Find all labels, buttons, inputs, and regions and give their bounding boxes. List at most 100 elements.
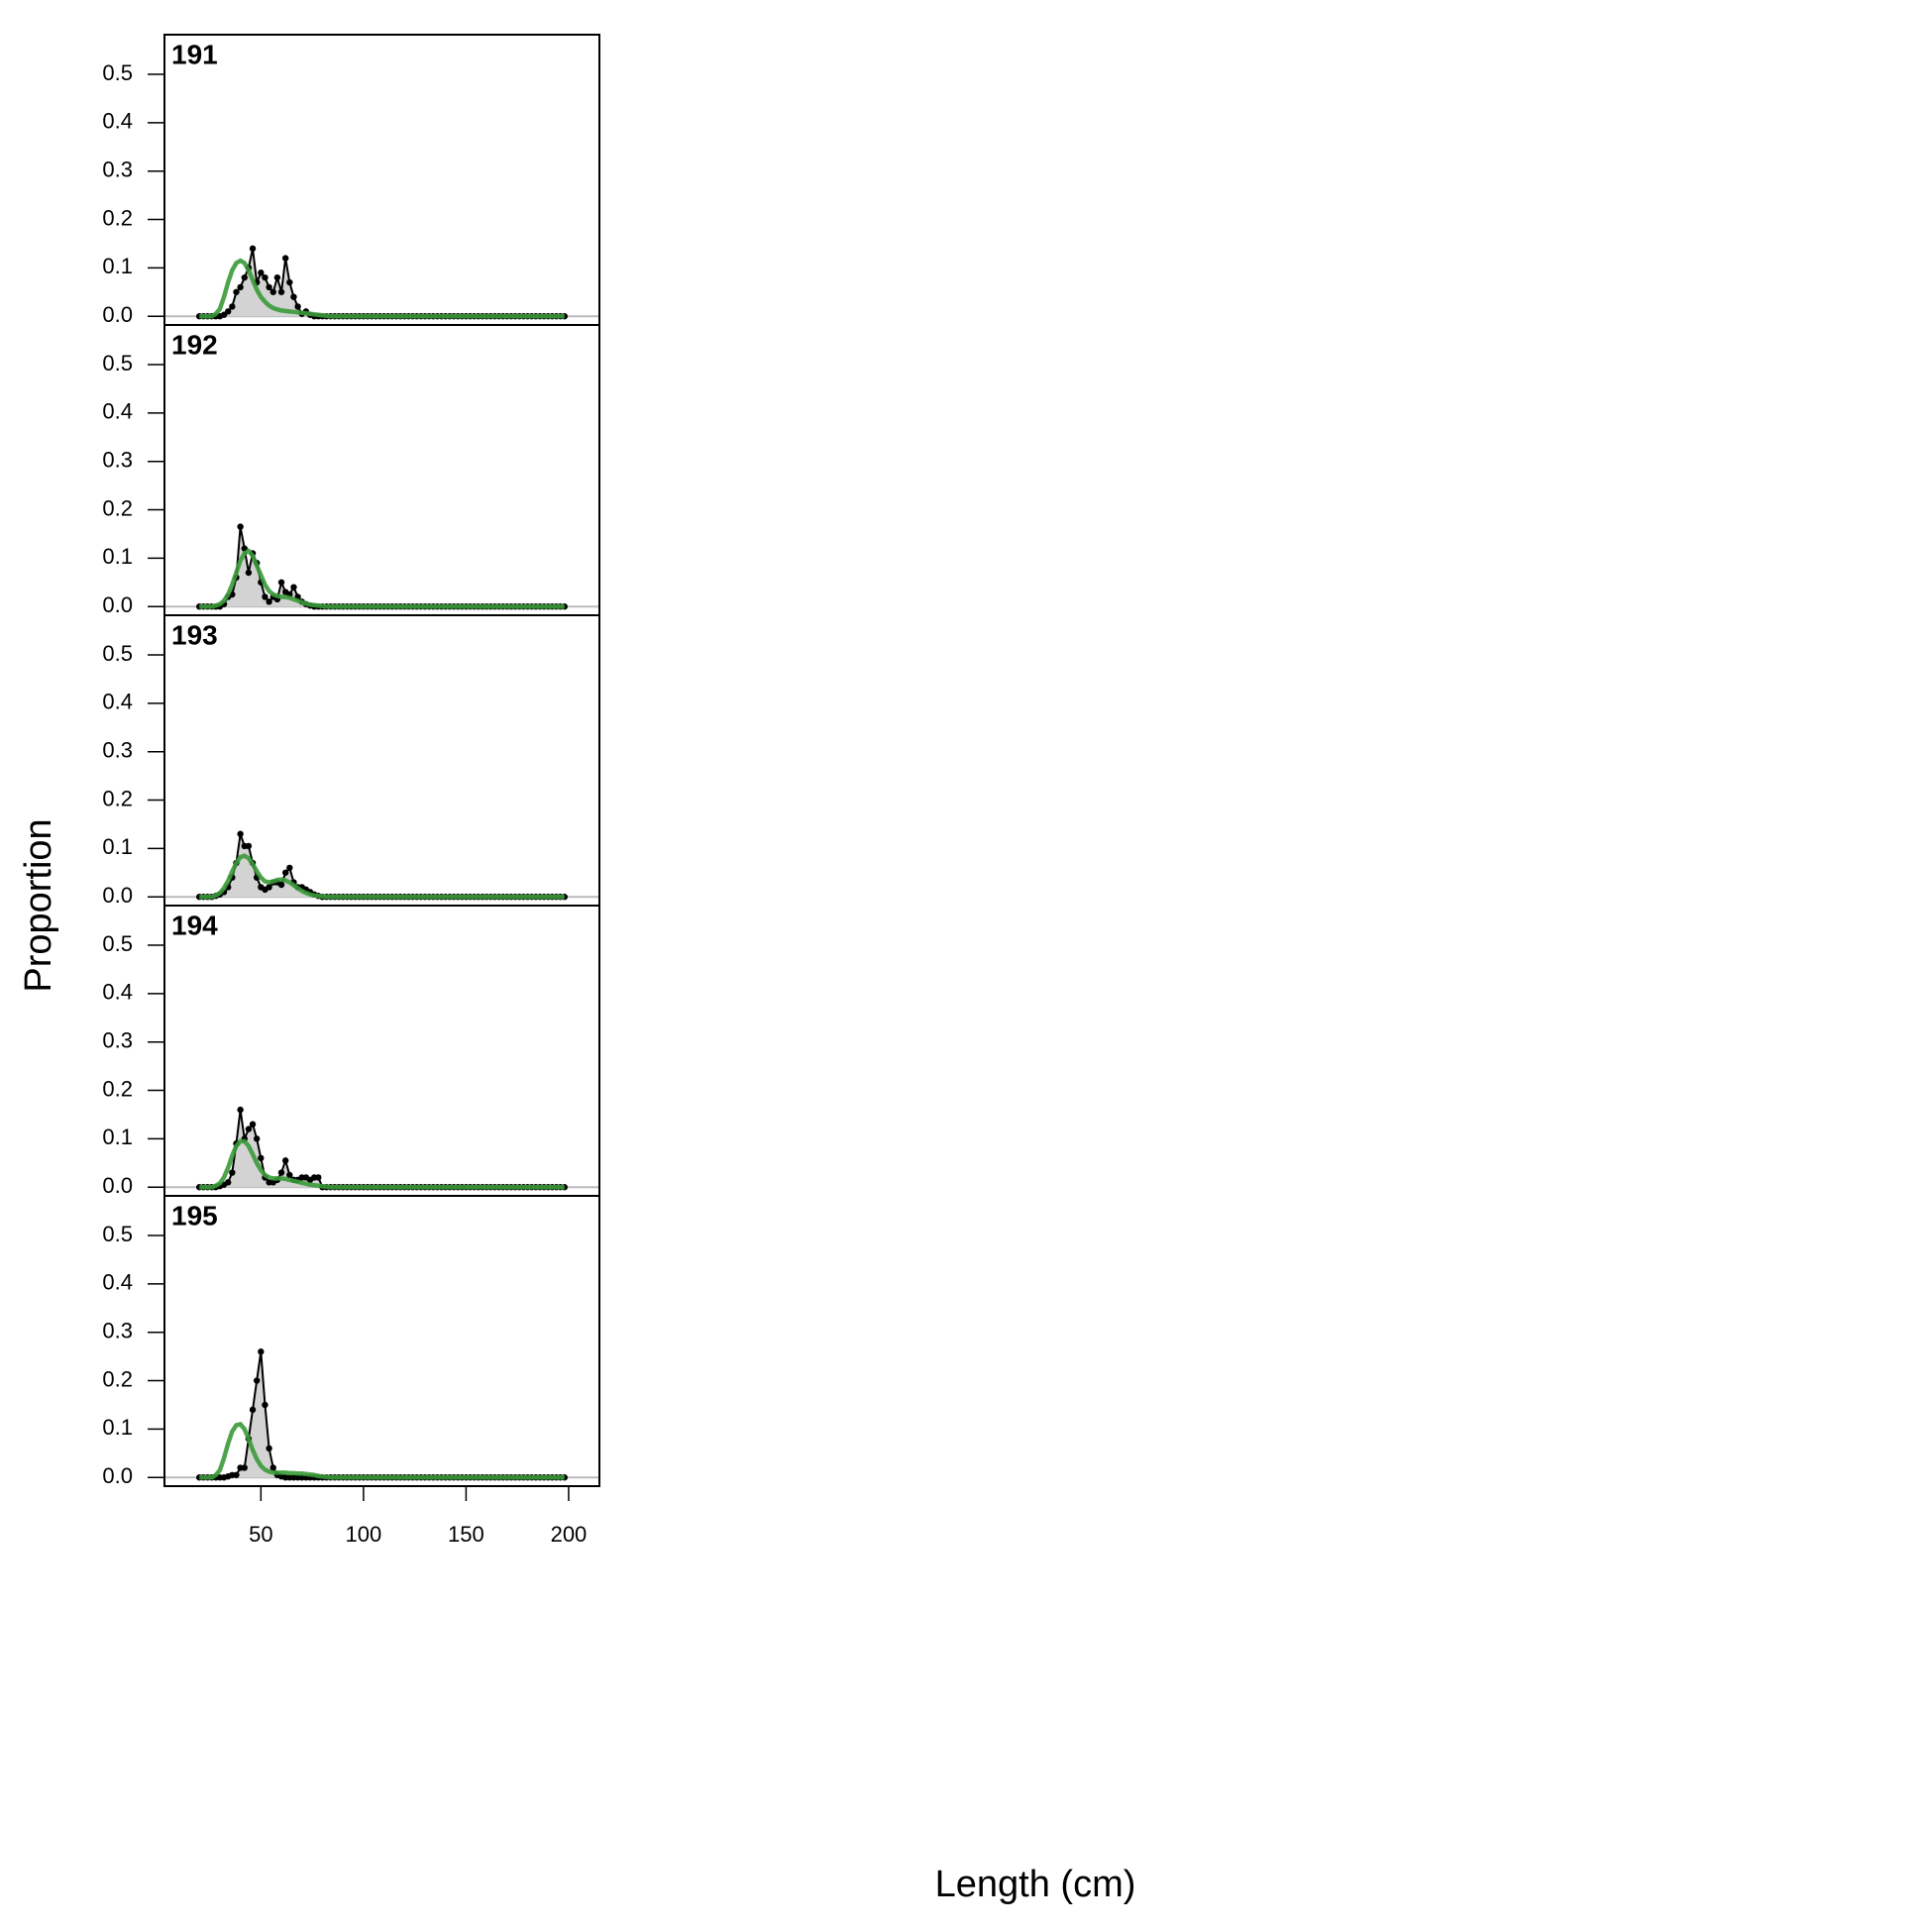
observed-point <box>237 523 244 530</box>
observed-point <box>241 1464 248 1471</box>
panel-frame <box>163 614 600 907</box>
x-tick-label: 100 <box>346 1522 382 1547</box>
observed-point <box>266 283 272 291</box>
observed-point <box>266 598 272 605</box>
observed-point <box>245 1126 253 1132</box>
y-tick-label: 0.5 <box>102 641 133 666</box>
observed-point <box>249 1406 257 1414</box>
y-tick-label: 0.4 <box>102 1270 133 1295</box>
observed-point <box>229 1169 236 1176</box>
observed-point <box>281 869 289 876</box>
observed-point <box>241 273 248 281</box>
observed-point <box>262 273 268 281</box>
expected-line <box>199 1421 565 1480</box>
observed-point <box>233 1471 240 1478</box>
panel-frame <box>163 1195 600 1487</box>
observed-area <box>199 1110 565 1188</box>
expected-line <box>199 1138 565 1190</box>
x-tick-label: 50 <box>249 1522 272 1547</box>
expected-line <box>199 548 565 609</box>
observed-point <box>286 278 293 286</box>
observed-point <box>277 288 285 295</box>
expected-line <box>199 258 565 319</box>
panel-title: 194 <box>171 910 218 940</box>
y-tick-label: 0.0 <box>102 302 133 327</box>
y-tick-label: 0.2 <box>102 1076 133 1101</box>
observed-point <box>266 1445 272 1452</box>
observed-point <box>237 283 244 291</box>
observed-point <box>258 269 265 276</box>
observed-point <box>269 1464 276 1471</box>
observed-area <box>199 526 565 607</box>
y-tick-label: 0.3 <box>102 1028 133 1053</box>
y-tick-label: 0.2 <box>102 205 133 230</box>
y-tick-label: 0.5 <box>102 60 133 85</box>
x-tick-label: 200 <box>551 1522 588 1547</box>
panel-frame <box>163 905 600 1197</box>
y-tick-label: 0.1 <box>102 834 133 859</box>
y-tick-label: 0.0 <box>102 1463 133 1488</box>
observed-point <box>277 579 285 586</box>
observed-point <box>249 245 257 253</box>
panel-title: 191 <box>171 39 218 69</box>
x-axis-label: Length (cm) <box>935 1864 1136 1905</box>
y-tick-label: 0.0 <box>102 1173 133 1198</box>
x-tick-label: 150 <box>448 1522 484 1547</box>
observed-point <box>237 1106 244 1114</box>
observed-point <box>290 584 297 590</box>
observed-point <box>237 830 244 837</box>
panel-title: 192 <box>171 329 218 360</box>
observed-point <box>277 1169 285 1176</box>
observed-point <box>281 255 289 262</box>
observed-point <box>286 1171 293 1179</box>
observed-point <box>277 881 285 889</box>
y-tick-label: 0.1 <box>102 1125 133 1149</box>
observed-point <box>281 1157 289 1164</box>
panel-title: 193 <box>171 619 218 650</box>
y-tick-label: 0.3 <box>102 1319 133 1343</box>
y-tick-label: 0.4 <box>102 109 133 134</box>
y-tick-label: 0.4 <box>102 980 133 1005</box>
observed-point <box>245 842 253 850</box>
y-tick-label: 0.0 <box>102 592 133 617</box>
observed-point <box>224 1179 232 1186</box>
panel-title: 195 <box>171 1200 218 1231</box>
observed-point <box>253 1135 261 1142</box>
y-tick-label: 0.5 <box>102 931 133 956</box>
observed-point <box>249 1121 257 1127</box>
observed-point <box>233 288 240 295</box>
y-tick-label: 0.3 <box>102 738 133 763</box>
panel-frame <box>163 324 600 616</box>
y-tick-label: 0.0 <box>102 883 133 908</box>
y-tick-label: 0.4 <box>102 690 133 714</box>
y-tick-label: 0.1 <box>102 1415 133 1440</box>
observed-point <box>286 864 293 872</box>
observed-point <box>269 288 276 295</box>
observed-point <box>253 1377 261 1384</box>
observed-point <box>266 884 272 891</box>
y-axis-label: Proportion <box>18 818 59 992</box>
observed-point <box>245 569 253 577</box>
observed-area <box>199 1351 565 1478</box>
observed-point <box>258 1154 265 1162</box>
y-tick-label: 0.3 <box>102 448 133 473</box>
observed-area <box>199 248 565 317</box>
y-tick-label: 0.2 <box>102 1366 133 1391</box>
y-tick-label: 0.1 <box>102 544 133 569</box>
observed-point <box>262 1401 268 1409</box>
observed-point <box>273 273 281 281</box>
observed-point <box>262 593 268 600</box>
observed-point <box>229 303 236 310</box>
observed-point <box>294 303 301 310</box>
y-tick-label: 0.1 <box>102 254 133 278</box>
y-tick-label: 0.5 <box>102 1222 133 1246</box>
y-tick-label: 0.2 <box>102 786 133 810</box>
expected-line <box>199 853 565 900</box>
observed-point <box>315 1174 322 1181</box>
y-tick-label: 0.2 <box>102 495 133 520</box>
observed-point <box>224 308 232 315</box>
y-tick-label: 0.3 <box>102 158 133 182</box>
y-tick-label: 0.5 <box>102 351 133 376</box>
observed-point <box>290 293 297 300</box>
